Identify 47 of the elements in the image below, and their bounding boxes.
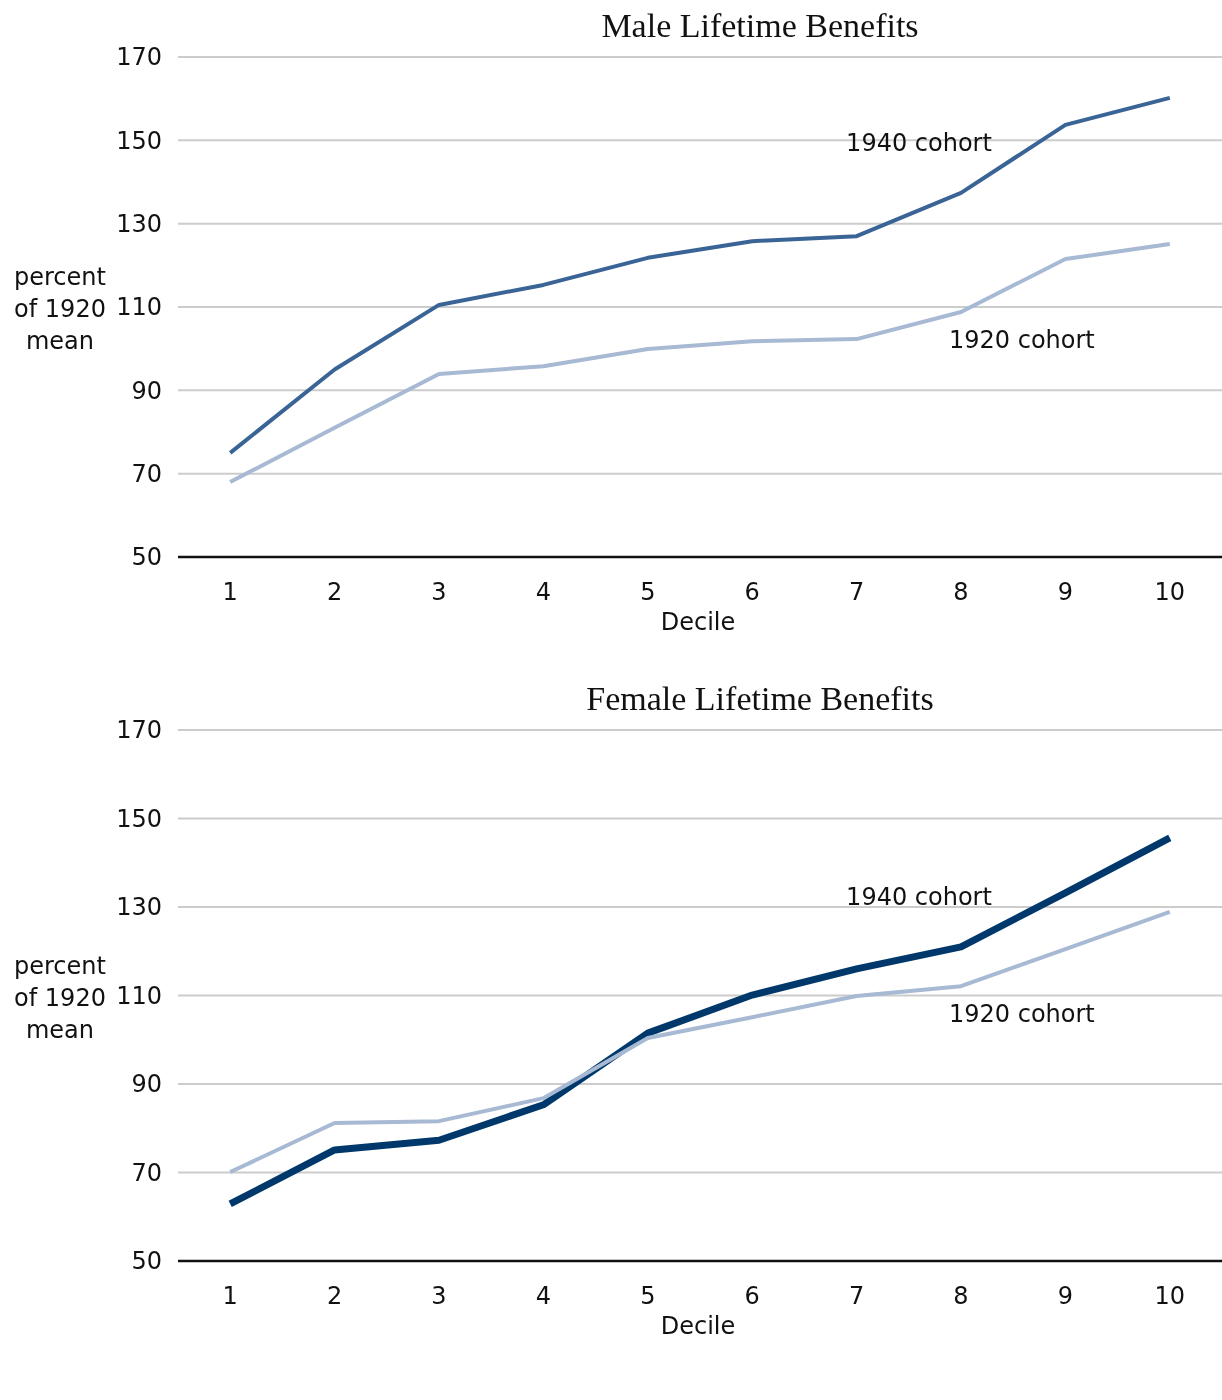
chart-title: Male Lifetime Benefits — [601, 7, 919, 44]
y-tick-label: 110 — [116, 293, 162, 322]
y-tick-label: 150 — [116, 804, 162, 833]
x-tick-label: 2 — [326, 578, 343, 606]
x-tick-label: 7 — [848, 1282, 865, 1310]
x-tick-label: 1 — [222, 1282, 238, 1310]
x-tick-label: 9 — [1057, 578, 1074, 606]
line-series — [228, 242, 1172, 484]
y-tick-label: 90 — [131, 1070, 162, 1099]
y-tick-label: 150 — [116, 126, 162, 155]
series-label: 1940 cohort — [846, 882, 992, 911]
series-label: 1920 cohort — [949, 1000, 1095, 1029]
x-tick-label: 9 — [1057, 1282, 1074, 1310]
y-tick-label: 170 — [116, 716, 162, 745]
y-axis-title: percent of 1920 mean — [14, 263, 106, 355]
x-tick-label: 3 — [431, 578, 447, 606]
y-tick-label: 50 — [131, 1247, 162, 1276]
y-tick-label: 130 — [116, 893, 162, 922]
y-axis-title: percent of 1920 mean — [14, 951, 106, 1044]
x-tick-label: 1 — [222, 578, 238, 606]
y-tick-label: 90 — [131, 376, 162, 405]
y-tick-label: 110 — [116, 981, 162, 1010]
y-tick-label: 50 — [131, 543, 162, 572]
x-tick-label: 10 — [1154, 1282, 1186, 1310]
x-axis-title: Decile — [660, 608, 736, 636]
x-tick-label: 7 — [848, 578, 865, 606]
x-tick-label: 6 — [744, 578, 760, 606]
series-label: 1920 cohort — [949, 326, 1095, 354]
y-tick-label: 70 — [131, 1158, 162, 1187]
x-tick-label: 8 — [953, 578, 969, 606]
x-tick-label: 3 — [431, 1282, 447, 1310]
x-axis-title: Decile — [660, 1312, 736, 1340]
y-tick-label: 130 — [116, 210, 162, 239]
y-tick-label: 70 — [131, 460, 162, 489]
x-tick-label: 6 — [744, 1282, 760, 1310]
line-series — [228, 95, 1172, 455]
series-label: 1940 cohort — [846, 128, 992, 157]
x-tick-label: 5 — [640, 578, 656, 606]
x-tick-label: 2 — [326, 1282, 343, 1310]
x-tick-label: 5 — [640, 1282, 656, 1310]
line-series — [228, 909, 1172, 1175]
chart-title: Female Lifetime Benefits — [586, 680, 934, 717]
y-tick-label: 170 — [116, 43, 162, 72]
x-tick-label: 10 — [1154, 578, 1186, 606]
x-tick-label: 8 — [953, 1282, 969, 1310]
x-tick-label: 4 — [535, 578, 552, 606]
x-tick-label: 4 — [535, 1282, 552, 1310]
